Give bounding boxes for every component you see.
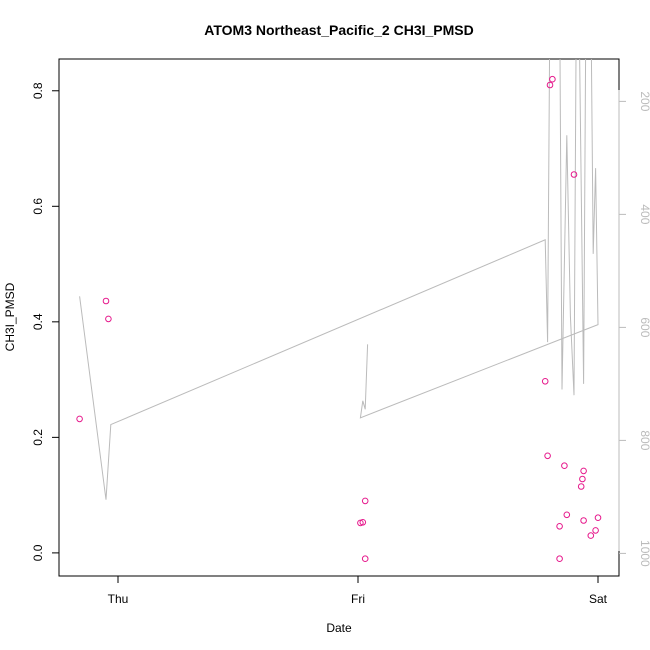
- data-point: [577, 483, 585, 490]
- y-tick-label: 0.8: [31, 82, 45, 99]
- data-point: [102, 297, 110, 305]
- data-point: [544, 452, 551, 460]
- x-tick-label: Thu: [108, 592, 129, 606]
- line-series: [79, 59, 599, 500]
- data-point: [541, 378, 549, 385]
- data-point: [76, 415, 83, 423]
- data-point: [361, 497, 369, 505]
- data-point: [570, 171, 578, 178]
- x-tick-label: Fri: [351, 592, 365, 606]
- y-tick-label: 0.6: [31, 198, 45, 215]
- data-point: [587, 532, 595, 539]
- data-point: [580, 467, 587, 475]
- point-series: [76, 75, 602, 563]
- right-tick-label: 400: [638, 204, 650, 224]
- right-tick-label: 1000: [638, 540, 650, 567]
- y-axis: 0.0 0.2 0.4 0.6 0.8: [31, 82, 60, 561]
- data-point: [361, 555, 369, 563]
- data-point: [563, 511, 571, 519]
- right-tick-label: 200: [638, 91, 650, 111]
- data-point: [556, 523, 563, 530]
- y-tick-label: 0.2: [31, 429, 45, 446]
- data-point: [105, 315, 112, 323]
- data-point: [594, 514, 602, 522]
- x-axis: Thu Fri Sat: [108, 575, 608, 606]
- series-line: [79, 59, 599, 500]
- data-point: [561, 462, 568, 470]
- data-point: [580, 517, 587, 524]
- x-tick-label: Sat: [589, 592, 608, 606]
- y-axis-label: CH3I_PMSD: [3, 282, 17, 351]
- y-tick-label: 0.0: [31, 544, 45, 561]
- data-point: [556, 555, 563, 563]
- chart-title: ATOM3 Northeast_Pacific_2 CH3I_PMSD: [204, 22, 473, 38]
- right-axis: 200 400 600 800 1000: [618, 90, 650, 567]
- data-point: [579, 475, 586, 483]
- data-point: [546, 81, 554, 89]
- data-point: [592, 527, 599, 534]
- data-point: [359, 519, 367, 526]
- plot-frame: [58, 58, 620, 577]
- y-tick-label: 0.4: [31, 313, 45, 330]
- data-point: [549, 75, 556, 83]
- right-tick-label: 600: [638, 317, 650, 337]
- x-axis-label: Date: [326, 621, 352, 635]
- right-tick-label: 800: [638, 430, 650, 450]
